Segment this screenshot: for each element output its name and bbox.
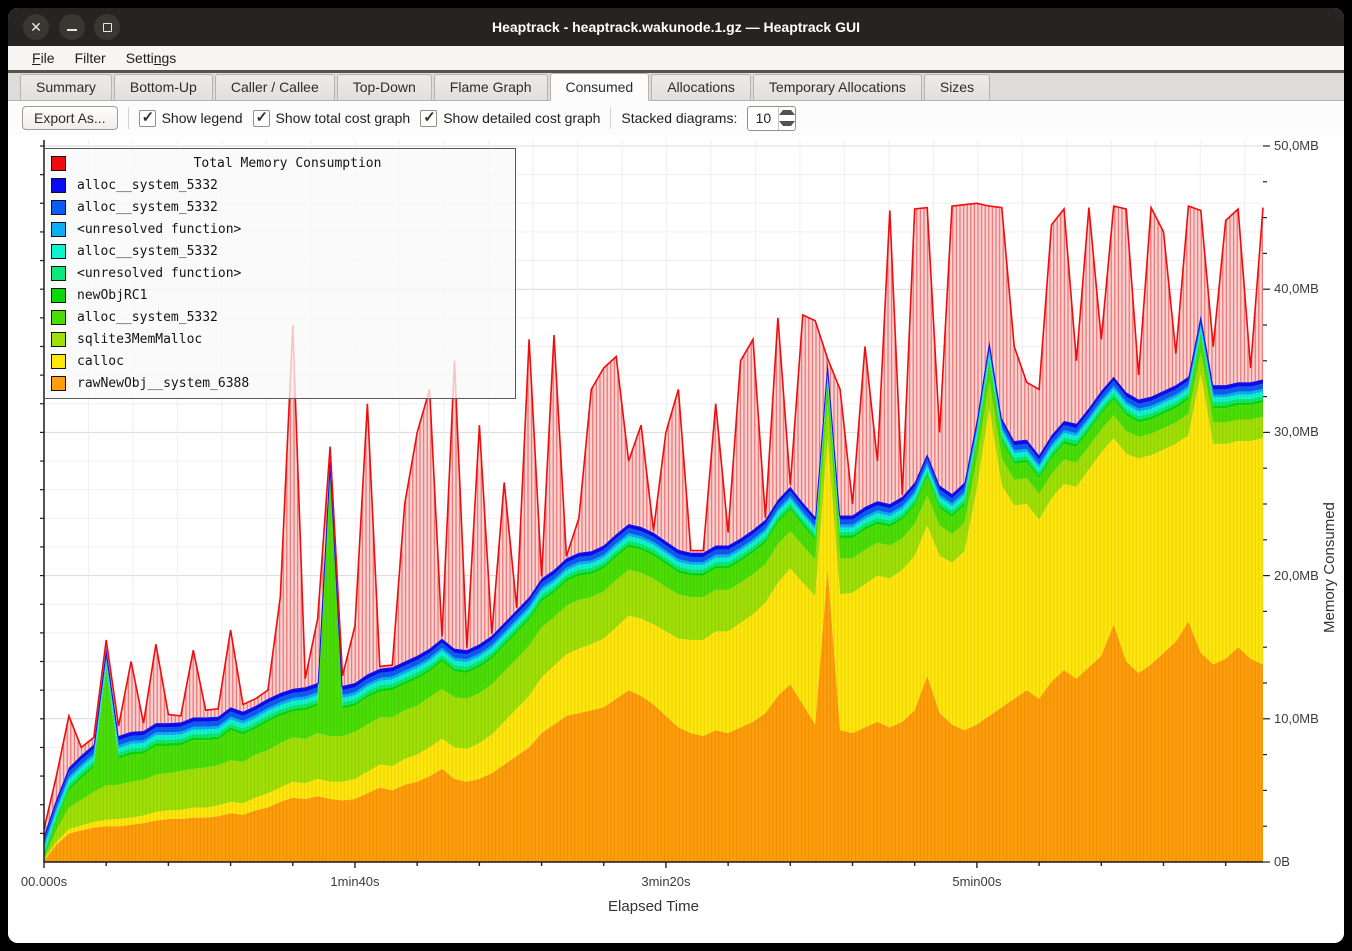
legend-item: alloc__system_5332 — [45, 306, 515, 328]
app-window: ✕ Heaptrack - heaptrack.wakunode.1.gz — … — [8, 8, 1344, 943]
checkbox-show-legend[interactable]: ✓ Show legend — [138, 109, 243, 127]
legend-item: newObjRC1 — [45, 284, 515, 306]
x-tick-label: 00.000s — [20, 874, 68, 889]
legend-item: alloc__system_5332 — [45, 174, 515, 196]
legend-item: calloc — [45, 350, 515, 372]
tab-summary[interactable]: Summary — [20, 74, 112, 100]
maximize-icon[interactable] — [94, 14, 120, 40]
menu-separator — [8, 70, 1344, 73]
y-tick-label: 20,0MB — [1274, 567, 1319, 583]
tab-flame-graph[interactable]: Flame Graph — [433, 74, 548, 100]
y-tick-label: 10,0MB — [1274, 710, 1319, 726]
legend-swatch-icon — [51, 243, 66, 259]
legend-label: Total Memory Consumption — [193, 155, 382, 171]
legend-item: <unresolved function> — [45, 218, 515, 240]
checkbox-box[interactable]: ✓ — [252, 109, 270, 127]
spinner-up-icon[interactable] — [779, 107, 796, 119]
legend-label: alloc__system_5332 — [77, 177, 218, 193]
tab-caller-callee[interactable]: Caller / Callee — [214, 74, 335, 100]
legend-swatch-icon — [51, 375, 66, 391]
y-tick-label: 50,0MB — [1274, 138, 1319, 153]
legend-swatch-icon — [51, 199, 66, 215]
legend-swatch-icon — [51, 331, 66, 347]
legend-swatch-icon — [51, 309, 66, 325]
stacked-diagrams-spinner[interactable]: 10 — [747, 105, 797, 131]
toolbar-separator — [610, 107, 612, 129]
legend-swatch-icon — [51, 155, 66, 171]
checkbox-box[interactable]: ✓ — [138, 109, 156, 127]
legend-swatch-icon — [51, 353, 66, 369]
checkbox-show-total-cost-graph[interactable]: ✓ Show total cost graph — [252, 109, 411, 127]
consumed-chart-panel: Total Memory Consumption alloc__system_53… — [8, 135, 1344, 943]
x-axis-title: Elapsed Time — [608, 898, 699, 915]
title-bar: ✕ Heaptrack - heaptrack.wakunode.1.gz — … — [8, 8, 1344, 46]
legend-item: Total Memory Consumption — [45, 152, 515, 174]
legend-item: sqlite3MemMalloc — [45, 328, 515, 350]
y-tick-label: 0B — [1274, 854, 1290, 869]
legend-label: sqlite3MemMalloc — [77, 331, 203, 347]
spinner-value[interactable]: 10 — [755, 109, 772, 126]
checkbox-label: Show total cost graph — [275, 110, 411, 126]
toolbar-separator — [127, 107, 129, 129]
legend-swatch-icon — [51, 265, 66, 281]
checkbox-box[interactable]: ✓ — [420, 109, 438, 127]
checkbox-label: Show detailed cost graph — [443, 110, 601, 126]
legend-label: alloc__system_5332 — [77, 243, 218, 259]
y-axis-title: Memory Consumed — [1321, 502, 1338, 633]
legend-item: rawNewObj__system_6388 — [45, 372, 515, 394]
legend-item: alloc__system_5332 — [45, 240, 515, 262]
legend-label: rawNewObj__system_6388 — [77, 375, 250, 391]
legend-label: calloc — [77, 353, 124, 369]
legend-label: alloc__system_5332 — [77, 199, 218, 215]
legend-swatch-icon — [51, 177, 66, 193]
window-title: Heaptrack - heaptrack.wakunode.1.gz — He… — [491, 19, 860, 35]
close-icon[interactable]: ✕ — [23, 14, 49, 40]
x-tick-label: 1min40s — [330, 874, 380, 889]
legend-swatch-icon — [51, 287, 66, 303]
chart-legend: Total Memory Consumption alloc__system_53… — [44, 148, 516, 399]
checkbox-show-detailed-cost-graph[interactable]: ✓ Show detailed cost graph — [420, 109, 601, 127]
legend-label: <unresolved function> — [77, 265, 242, 281]
tab-top-down[interactable]: Top-Down — [336, 74, 432, 100]
legend-label: newObjRC1 — [77, 287, 148, 303]
minimize-icon[interactable] — [59, 14, 85, 40]
legend-item: <unresolved function> — [45, 262, 515, 284]
menu-bar: File Filter Settings — [8, 46, 1344, 70]
toolbar: Export As... ✓ Show legend ✓ Show total cos… — [8, 101, 1344, 135]
tab-consumed[interactable]: Consumed — [549, 73, 650, 101]
menu-file[interactable]: File — [32, 50, 55, 66]
legend-swatch-icon — [51, 221, 66, 237]
tab-temporary-allocations[interactable]: Temporary Allocations — [752, 74, 922, 100]
legend-item: alloc__system_5332 — [45, 196, 515, 218]
legend-label: alloc__system_5332 — [77, 309, 218, 325]
spinner-down-icon[interactable] — [779, 118, 796, 130]
tab-bottom-up[interactable]: Bottom-Up — [113, 74, 213, 100]
x-tick-label: 3min20s — [641, 874, 691, 889]
stacked-diagrams-label: Stacked diagrams: — [621, 110, 738, 126]
checkbox-label: Show legend — [161, 110, 243, 126]
menu-settings[interactable]: Settings — [125, 50, 177, 66]
legend-label: <unresolved function> — [77, 221, 242, 237]
y-tick-label: 40,0MB — [1274, 281, 1319, 297]
export-as-button[interactable]: Export As... — [22, 106, 118, 130]
tab-sizes[interactable]: Sizes — [923, 74, 991, 100]
chart-canvas[interactable] — [8, 135, 1344, 943]
y-tick-label: 30,0MB — [1274, 424, 1319, 440]
tab-allocations[interactable]: Allocations — [651, 74, 751, 100]
menu-filter[interactable]: Filter — [74, 50, 106, 66]
x-tick-label: 5min00s — [952, 874, 1002, 889]
tab-bar: Summary Bottom-Up Caller / Callee Top-Down F… — [8, 73, 1344, 101]
